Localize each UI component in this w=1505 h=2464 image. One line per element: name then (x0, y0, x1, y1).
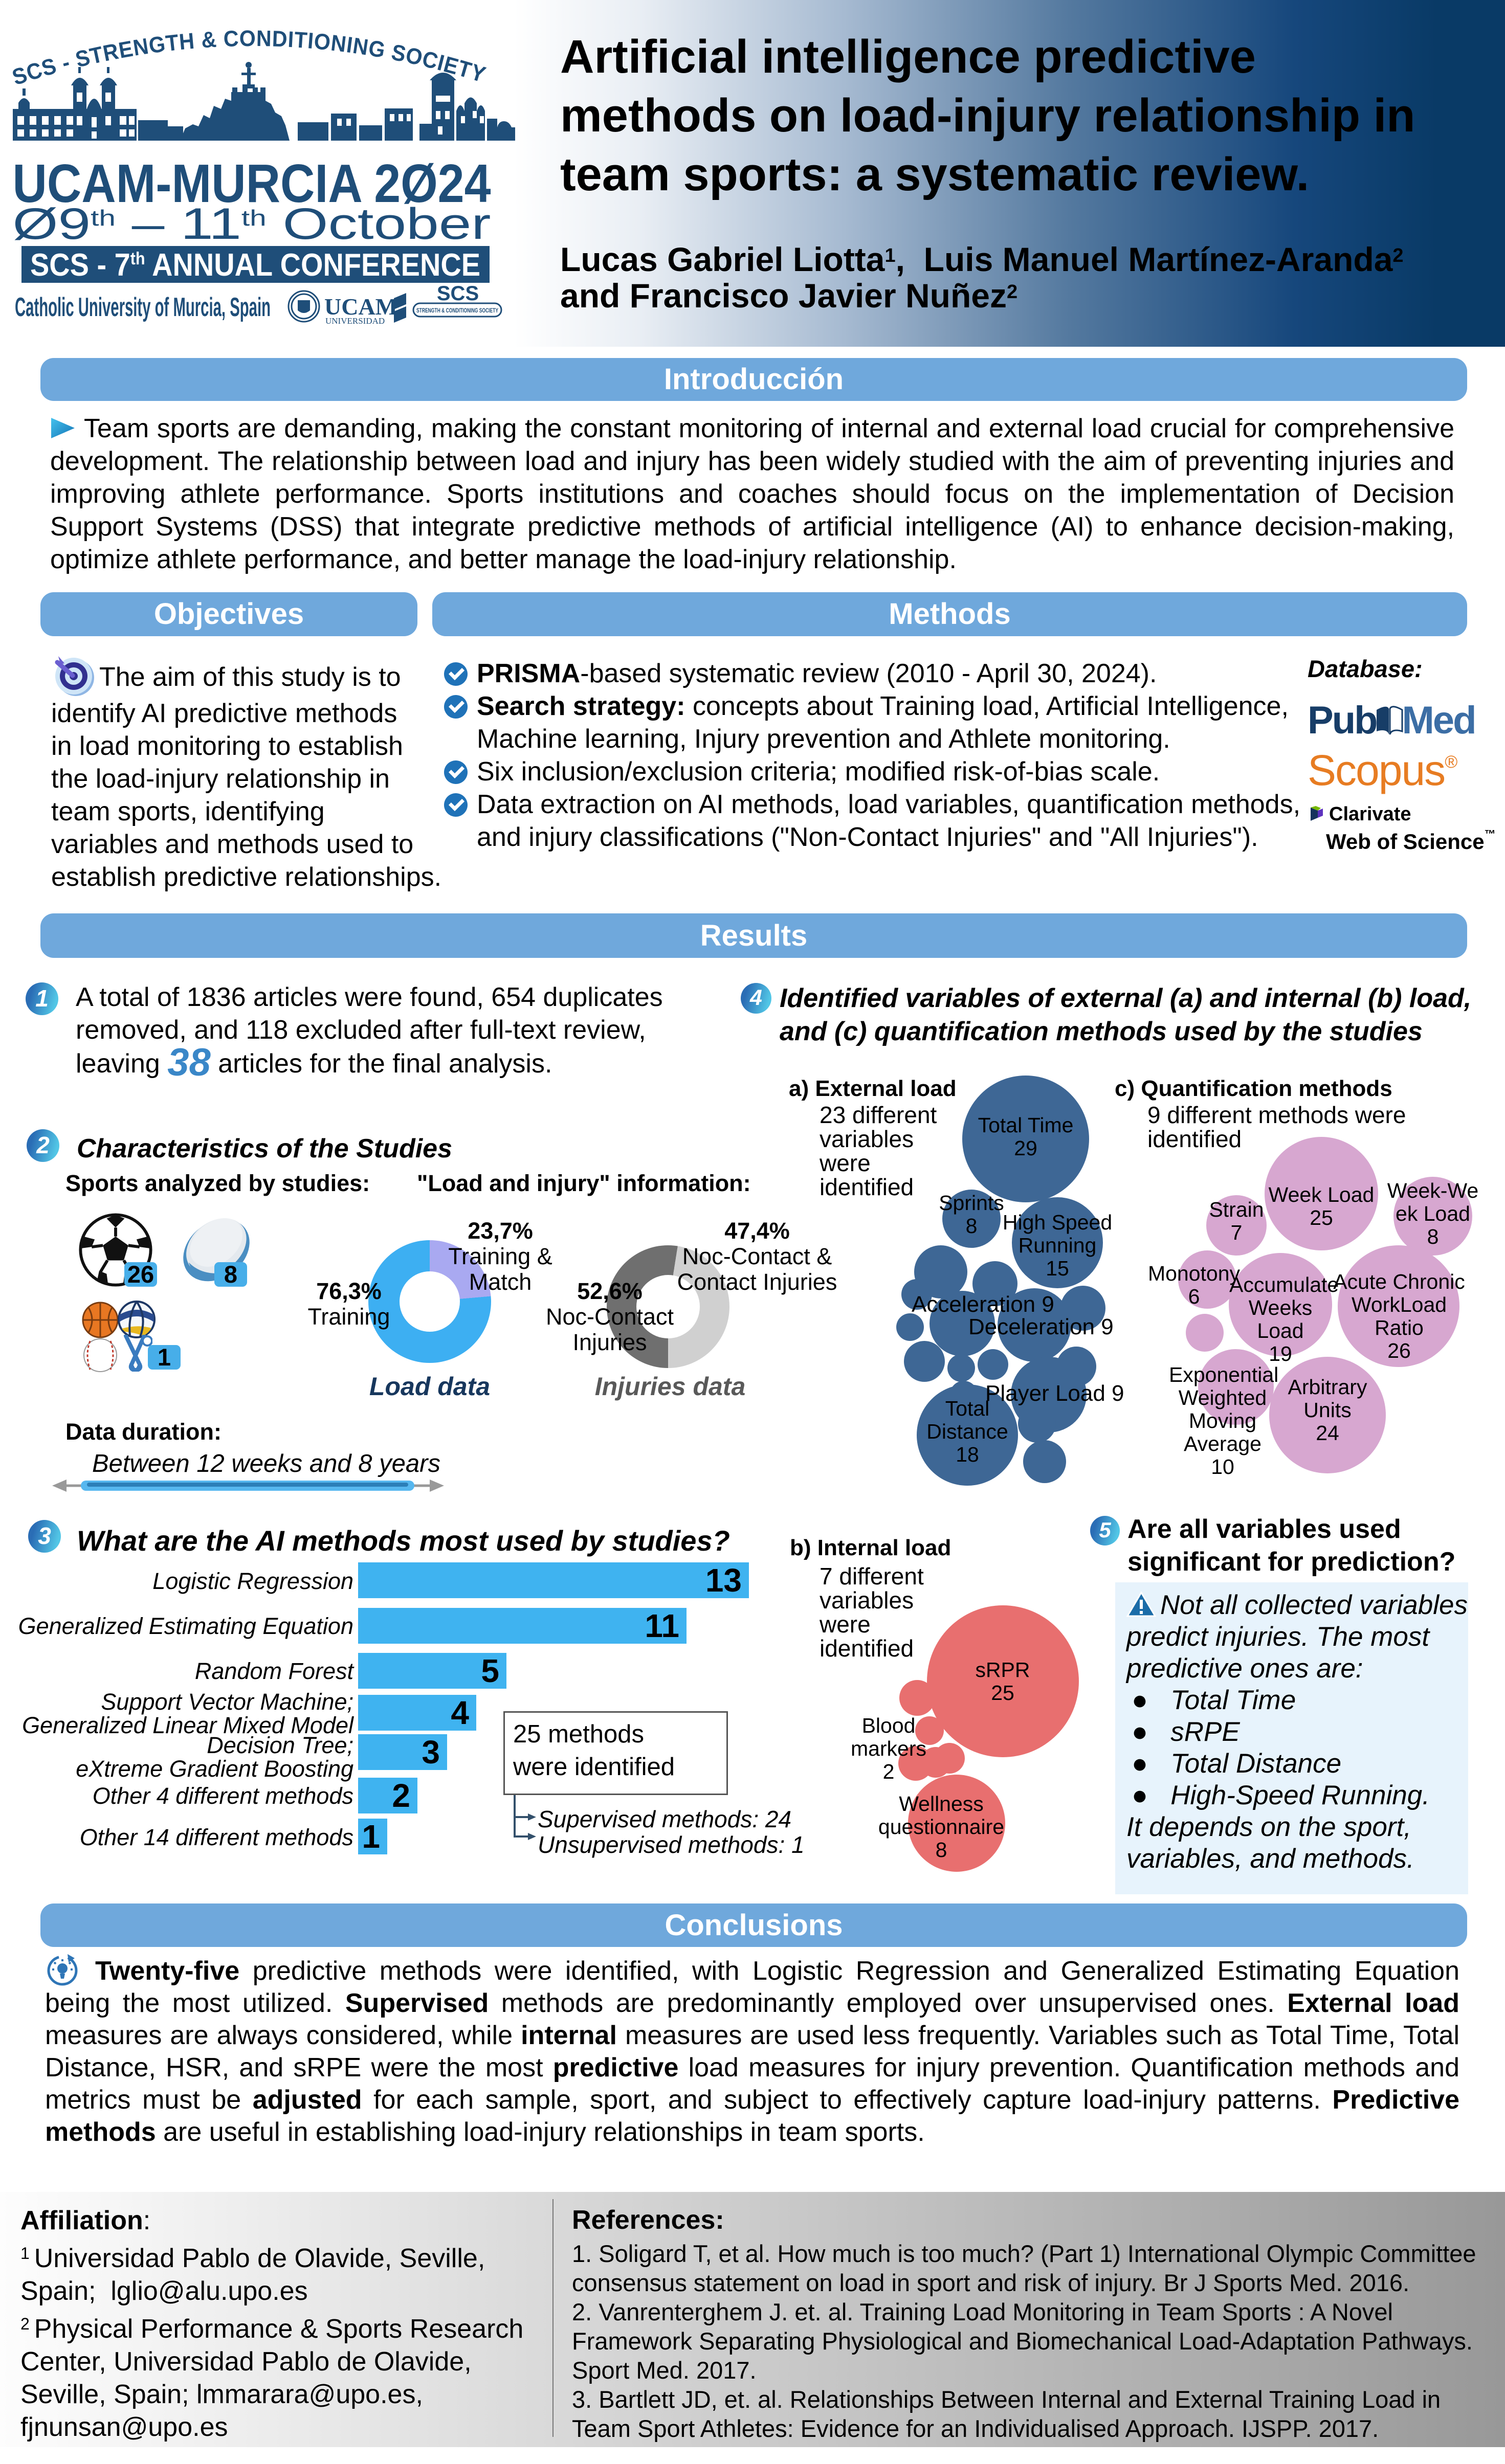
svg-text:SCS: SCS (437, 282, 479, 305)
svg-text:SCS - 7th ANNUAL CONFERENCE: SCS - 7th ANNUAL CONFERENCE (30, 248, 480, 283)
svg-text:UCAM-MURCIA 2Ø24: UCAM-MURCIA 2Ø24 (13, 153, 491, 214)
svg-text:UCAM: UCAM (324, 294, 397, 320)
svg-text:Catholic University of Murcia,: Catholic University of Murcia, Spain (15, 293, 271, 322)
svg-text:UNIVERSIDAD: UNIVERSIDAD (325, 316, 385, 326)
svg-text:STRENGTH & CONDITIONING SOCIET: STRENGTH & CONDITIONING SOCIETY (416, 307, 498, 314)
